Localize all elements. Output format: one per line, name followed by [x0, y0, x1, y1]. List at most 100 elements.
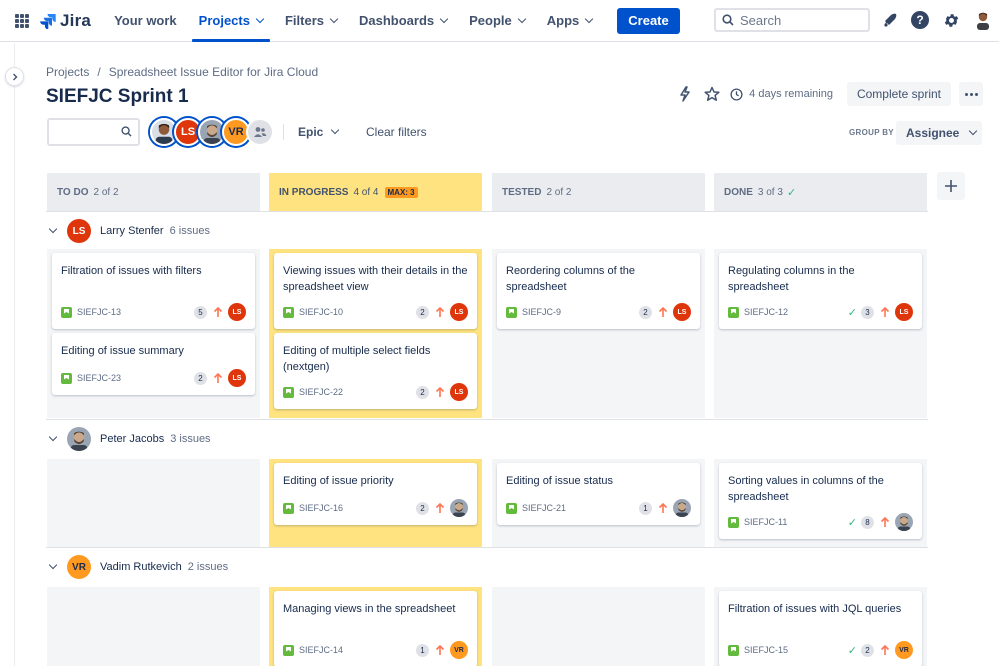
story-points-badge: 1 [639, 501, 652, 515]
column-header-done[interactable]: DONE 3 of 3 ✓ [714, 173, 927, 211]
group-by-label: GROUP BY [849, 128, 894, 137]
column-header-tested[interactable]: TESTED 2 of 2 [492, 173, 705, 211]
issue-card-footer: SIEFJC-23 2 LS [61, 369, 246, 387]
swimlane-header[interactable]: Peter Jacobs 3 issues [46, 424, 211, 454]
assignee-avatar[interactable] [450, 499, 468, 517]
issue-key[interactable]: SIEFJC-16 [299, 503, 344, 513]
story-type-icon [61, 372, 72, 384]
issue-card[interactable]: Editing of multiple select fields (nextg… [274, 333, 477, 409]
issue-key[interactable]: SIEFJC-14 [299, 645, 344, 655]
assignee-avatar[interactable]: VR [895, 641, 913, 659]
issue-card[interactable]: Editing of issue priority SIEFJC-16 2 [274, 463, 477, 525]
board-cell: Sorting values in columns of the spreads… [714, 459, 927, 547]
priority-high-arrow-icon [656, 501, 670, 515]
issue-card[interactable]: Reordering columns of the spreadsheet SIE… [497, 253, 700, 329]
assignee-avatar[interactable]: LS [673, 303, 691, 321]
more-actions-button[interactable] [959, 82, 983, 106]
issue-key[interactable]: SIEFJC-12 [744, 307, 789, 317]
app-switcher-icon[interactable] [15, 13, 29, 28]
issue-card-footer: SIEFJC-11 ✓ 8 [728, 513, 913, 531]
story-points-badge: 2 [861, 643, 874, 657]
expand-sidebar-button[interactable] [5, 67, 24, 86]
help-icon[interactable]: ? [910, 10, 930, 30]
issue-key[interactable]: SIEFJC-15 [744, 645, 789, 655]
issue-card[interactable]: Filtration of issues with filters SIEFJC-… [52, 253, 255, 329]
story-type-icon [283, 306, 294, 318]
settings-gear-icon[interactable] [941, 10, 961, 30]
assignee-avatar[interactable]: LS [228, 303, 246, 321]
nav-projects[interactable]: Projects [188, 0, 274, 42]
swimlane-header[interactable]: VR Vadim Rutkevich 2 issues [46, 552, 228, 582]
issue-summary: Viewing issues with their details in the… [283, 265, 468, 293]
priority-high-arrow-icon [433, 643, 447, 657]
story-type-icon [61, 306, 72, 318]
issue-key[interactable]: SIEFJC-22 [299, 387, 344, 397]
group-by-select[interactable]: Assignee [896, 121, 982, 145]
story-type-icon [283, 502, 294, 514]
issue-key[interactable]: SIEFJC-13 [77, 307, 122, 317]
column-header-to-do[interactable]: TO DO 2 of 2 [47, 173, 260, 211]
nav-apps[interactable]: Apps [536, 0, 604, 42]
issue-card[interactable]: Filtration of issues with JQL queries SIE… [719, 591, 922, 666]
issue-card[interactable]: Sorting values in columns of the spreads… [719, 463, 922, 539]
add-column-button[interactable] [937, 172, 965, 200]
nav-filters[interactable]: Filters [274, 0, 348, 42]
breadcrumb-project[interactable]: Spreadsheet Issue Editor for Jira Cloud [108, 65, 319, 79]
column-header-in-progress[interactable]: IN PROGRESS 4 of 4 MAX: 3 [269, 173, 482, 211]
assignee-filter-avatar[interactable]: VR [222, 118, 250, 146]
avatar-initials: LS [180, 126, 196, 138]
plus-icon [945, 180, 957, 192]
assignee-avatar[interactable]: LS [450, 383, 468, 401]
avatar-initials: LS [72, 225, 86, 237]
issue-key[interactable]: SIEFJC-9 [522, 307, 562, 317]
issue-card[interactable]: Editing of issue summary SIEFJC-23 2 LS [52, 333, 255, 395]
star-icon[interactable] [704, 86, 720, 102]
issue-card[interactable]: Managing views in the spreadsheet SIEFJC-… [274, 591, 477, 666]
swimlane-avatar: LS [67, 219, 91, 243]
board-search-input[interactable] [47, 118, 140, 146]
issue-card[interactable]: Regulating columns in the spreadsheet SIE… [719, 253, 922, 329]
nav-dashboards[interactable]: Dashboards [348, 0, 458, 42]
issue-key[interactable]: SIEFJC-21 [522, 503, 567, 513]
breadcrumb-separator: / [97, 65, 101, 79]
issue-key[interactable]: SIEFJC-23 [77, 373, 122, 383]
create-button[interactable]: Create [617, 7, 680, 34]
search-input[interactable]: Search [714, 8, 870, 32]
epic-filter-dropdown[interactable]: Epic [298, 125, 340, 139]
swimlane-header[interactable]: LS Larry Stenfer 6 issues [46, 216, 210, 246]
issue-card[interactable]: Editing of issue status SIEFJC-21 1 [497, 463, 700, 525]
assignee-avatar[interactable]: LS [895, 303, 913, 321]
assignee-filter-avatar[interactable] [198, 118, 226, 146]
breadcrumb-projects[interactable]: Projects [46, 65, 90, 79]
automation-lightning-icon[interactable] [677, 86, 693, 102]
avatar-initials: LS [454, 308, 464, 316]
column-name: DONE [724, 186, 753, 198]
issue-summary: Filtration of issues with filters [61, 265, 202, 277]
complete-sprint-button[interactable]: Complete sprint [846, 82, 951, 106]
assignee-avatar[interactable] [895, 513, 913, 531]
jira-logo[interactable]: Jira [40, 11, 91, 31]
notifications-icon[interactable] [880, 10, 900, 30]
story-points-badge: 8 [861, 515, 874, 529]
chevron-down-icon [517, 14, 527, 23]
nav-people[interactable]: People [458, 0, 536, 42]
assignee-avatar[interactable]: VR [450, 641, 468, 659]
board-cell: Filtration of issues with JQL queries SIE… [714, 587, 927, 666]
assignee-avatar[interactable]: LS [450, 303, 468, 321]
chevron-down-icon [331, 125, 340, 135]
issue-summary: Editing of multiple select fields (nextg… [283, 345, 431, 373]
assignee-avatar[interactable]: LS [228, 369, 246, 387]
chevron-right-icon [12, 73, 17, 80]
show-more-people-icon[interactable] [246, 118, 274, 146]
avatar-initials: LS [454, 388, 464, 396]
assignee-avatar[interactable] [673, 499, 691, 517]
board-cell: Reordering columns of the spreadsheet SIE… [492, 249, 705, 418]
issue-key[interactable]: SIEFJC-10 [299, 307, 344, 317]
avatar-initials: LS [899, 308, 909, 316]
nav-your-work[interactable]: Your work [103, 0, 188, 42]
profile-avatar[interactable] [973, 10, 993, 30]
issue-card[interactable]: Viewing issues with their details in the… [274, 253, 477, 329]
clear-filters-button[interactable]: Clear filters [366, 125, 427, 139]
column-count: 2 of 2 [93, 186, 119, 198]
issue-key[interactable]: SIEFJC-11 [744, 517, 788, 527]
